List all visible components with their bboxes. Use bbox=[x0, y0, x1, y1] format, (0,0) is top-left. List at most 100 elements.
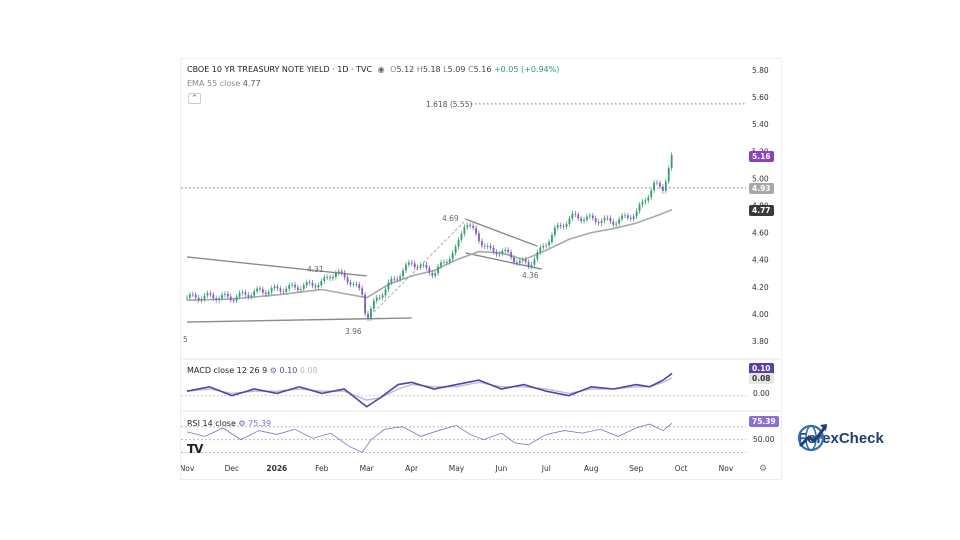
candle-body bbox=[632, 216, 635, 219]
candle-body bbox=[247, 294, 250, 297]
x-tick-label: Jul bbox=[541, 464, 551, 473]
candle-body bbox=[209, 293, 212, 295]
candle-body bbox=[650, 190, 653, 198]
rsi-mid-tick: 50.00 bbox=[753, 435, 775, 444]
candle-body bbox=[466, 225, 469, 228]
rsi-value: 75.39 bbox=[248, 419, 272, 428]
candle-body bbox=[332, 276, 334, 279]
eye-icon[interactable]: ◉ bbox=[377, 65, 385, 74]
candle-body bbox=[358, 284, 361, 289]
candle-body bbox=[390, 278, 393, 283]
candle-body bbox=[352, 284, 355, 286]
candle-body bbox=[416, 267, 419, 269]
macd-legend[interactable]: MACD close 12 26 9 ⚙ 0.10 0.08 bbox=[187, 366, 318, 375]
x-tick-label: Oct bbox=[675, 464, 688, 473]
macd-label: MACD close 12 26 9 bbox=[187, 366, 268, 375]
candle-body bbox=[443, 262, 445, 263]
candle-body bbox=[256, 288, 258, 292]
candle-body bbox=[659, 182, 661, 187]
symbol-title[interactable]: CBOE 10 YR TREASURY NOTE YIELD · 1D · TV… bbox=[187, 65, 373, 74]
high-label: H bbox=[416, 65, 423, 74]
rsi-badge: 75.39 bbox=[749, 416, 779, 427]
candle-body bbox=[384, 289, 387, 296]
candle-body bbox=[644, 200, 647, 202]
candle-body bbox=[489, 245, 492, 248]
candle-body bbox=[635, 211, 638, 217]
macd-line bbox=[186, 372, 673, 408]
candle-body bbox=[533, 259, 536, 265]
x-tick-label: Nov bbox=[719, 464, 734, 473]
candle-body bbox=[612, 221, 615, 225]
chart-panel[interactable]: 5.805.605.405.205.004.804.604.404.204.00… bbox=[180, 58, 782, 480]
candle-body bbox=[516, 262, 518, 264]
candle-body bbox=[586, 216, 588, 220]
rsi-label: RSI 14 close bbox=[187, 419, 236, 428]
brand-logo: ForexCheck bbox=[796, 420, 884, 456]
candle-body bbox=[621, 215, 623, 220]
candle-body bbox=[641, 201, 644, 205]
candle-body bbox=[302, 285, 305, 290]
candle-body bbox=[661, 186, 664, 191]
candle-body bbox=[653, 182, 656, 191]
candle-body bbox=[270, 288, 273, 293]
ema-legend[interactable]: EMA 55 close 4.77 bbox=[187, 79, 261, 88]
candle-body bbox=[320, 281, 323, 286]
candle-body bbox=[317, 285, 320, 288]
candle-body bbox=[469, 225, 472, 227]
candle-body bbox=[583, 219, 585, 221]
x-tick-label: Mar bbox=[360, 464, 375, 473]
candle-body bbox=[565, 223, 568, 227]
chart-canvas[interactable]: 5.805.605.405.205.004.804.604.404.204.00… bbox=[181, 59, 781, 479]
left-edge-label: 5 bbox=[183, 335, 188, 344]
macd-badge: 0.10 bbox=[749, 363, 774, 374]
candle-body bbox=[521, 259, 524, 261]
rsi-legend[interactable]: RSI 14 close ⚙ 75.39 bbox=[187, 419, 271, 428]
candle-body bbox=[262, 289, 264, 293]
candle-body bbox=[413, 263, 416, 268]
candle-body bbox=[253, 291, 256, 296]
candle-body bbox=[215, 298, 218, 301]
macd-zero-tick: 0.00 bbox=[753, 389, 770, 398]
candle-body bbox=[670, 155, 673, 169]
y-tick-label: 3.80 bbox=[752, 337, 769, 346]
candle-body bbox=[186, 297, 188, 299]
trendline bbox=[186, 317, 412, 323]
peak1-label: 4.31 bbox=[307, 265, 324, 274]
candle-body bbox=[375, 297, 378, 301]
y-tick-label: 4.00 bbox=[752, 310, 769, 319]
low2-label: 4.36 bbox=[522, 271, 539, 280]
candle-body bbox=[577, 214, 580, 219]
candle-body bbox=[440, 262, 442, 267]
settings-icon[interactable]: ⚙ bbox=[269, 366, 277, 375]
candle-body bbox=[431, 272, 434, 276]
low-label: L bbox=[443, 65, 448, 74]
candle-body bbox=[337, 271, 340, 273]
candle-body bbox=[367, 313, 369, 319]
close-label: C bbox=[468, 65, 474, 74]
candle-body bbox=[288, 285, 291, 289]
close-value: 5.16 bbox=[473, 65, 492, 74]
x-tick-label: Feb bbox=[315, 464, 329, 473]
candle-body bbox=[226, 293, 229, 297]
trendline bbox=[465, 252, 542, 270]
candle-body bbox=[200, 299, 203, 301]
candle-body bbox=[609, 217, 612, 222]
candle-body bbox=[568, 218, 571, 224]
candle-body bbox=[664, 181, 667, 191]
gear-icon[interactable]: ⚙ bbox=[759, 464, 768, 474]
candle-body bbox=[419, 265, 422, 268]
candle-body bbox=[591, 215, 594, 219]
change-value: +0.05 (+0.94%) bbox=[493, 65, 560, 74]
candle-body bbox=[203, 295, 206, 300]
settings-icon[interactable]: ⚙ bbox=[238, 419, 246, 428]
collapse-legend-button[interactable]: ^ bbox=[188, 93, 201, 104]
candle-body bbox=[553, 227, 556, 235]
candle-body bbox=[273, 286, 276, 289]
candle-body bbox=[402, 270, 404, 277]
candle-body bbox=[259, 288, 261, 290]
candle-body bbox=[299, 289, 302, 291]
tradingview-logo[interactable]: TV bbox=[187, 442, 204, 456]
candle-body bbox=[305, 282, 308, 286]
macd-signal-line bbox=[186, 377, 673, 401]
candle-body bbox=[311, 282, 314, 286]
